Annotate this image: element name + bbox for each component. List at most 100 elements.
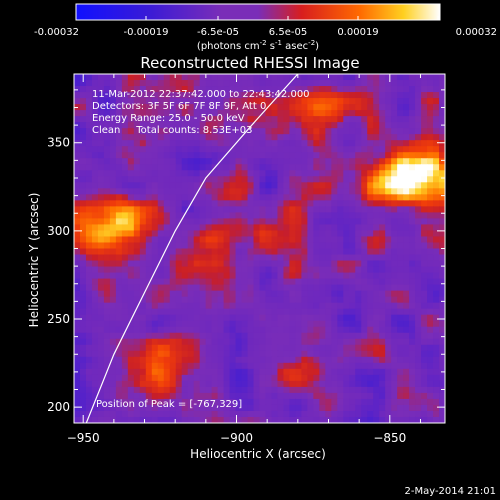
heatmap-cell xyxy=(403,230,410,238)
heatmap-cell xyxy=(91,260,99,268)
heatmap-cell xyxy=(361,404,368,412)
heatmap-cell xyxy=(367,200,374,207)
heatmap-cell xyxy=(391,170,398,177)
heatmap-cell xyxy=(409,320,416,328)
heatmap-cell xyxy=(289,134,296,141)
heatmap-cell xyxy=(223,368,231,376)
heatmap-cell xyxy=(241,302,249,310)
heatmap-cell xyxy=(283,86,291,93)
heatmap-cell xyxy=(271,86,279,93)
heatmap-cell xyxy=(151,344,159,352)
heatmap-cell xyxy=(265,80,273,87)
heatmap-cell xyxy=(109,314,117,322)
heatmap-cell xyxy=(337,164,344,171)
colorbar-tick-label: -6.5e-05 xyxy=(197,27,239,38)
heatmap-cell xyxy=(379,236,386,244)
heatmap-cell xyxy=(229,146,237,153)
heatmap-cell xyxy=(74,176,81,183)
heatmap-cell xyxy=(295,152,302,159)
heatmap-cell xyxy=(331,296,338,304)
heatmap-cell xyxy=(133,86,141,93)
heatmap-cell xyxy=(163,416,171,423)
heatmap-cell xyxy=(91,140,99,147)
heatmap-cell xyxy=(409,356,416,364)
heatmap-cell xyxy=(91,128,99,135)
heatmap-cell xyxy=(187,404,195,412)
heatmap-cell xyxy=(343,218,350,226)
heatmap-cell xyxy=(91,338,99,346)
heatmap-cell xyxy=(193,206,201,213)
heatmap-cell xyxy=(175,98,183,105)
heatmap-cell xyxy=(415,188,422,195)
heatmap-cell xyxy=(343,278,350,286)
heatmap-cell xyxy=(283,104,291,111)
heatmap-cell xyxy=(253,356,261,364)
heatmap-cell xyxy=(301,320,308,328)
heatmap-cell xyxy=(313,158,320,165)
heatmap-cell xyxy=(373,290,380,298)
heatmap-cell xyxy=(403,164,410,171)
heatmap-cell xyxy=(355,368,362,376)
heatmap-cell xyxy=(145,122,153,129)
heatmap-cell xyxy=(169,152,177,159)
heatmap-cell xyxy=(145,362,153,370)
heatmap-cell xyxy=(211,314,219,322)
heatmap-cell xyxy=(409,284,416,292)
heatmap-cell xyxy=(379,326,386,334)
heatmap-cell xyxy=(127,260,135,268)
heatmap-cell xyxy=(277,134,285,141)
heatmap-cell xyxy=(265,152,273,159)
heatmap-cell xyxy=(74,278,81,286)
info-line-energy: Energy Range: 25.0 - 50.0 keV xyxy=(92,113,245,124)
heatmap-cell xyxy=(373,188,380,195)
heatmap-cell xyxy=(205,86,213,93)
heatmap-cell xyxy=(79,230,87,238)
heatmap-cell xyxy=(319,338,326,346)
heatmap-cell xyxy=(133,266,141,274)
heatmap-cell xyxy=(175,374,183,382)
heatmap-cell xyxy=(163,242,171,250)
heatmap-cell xyxy=(349,278,356,286)
heatmap-cell xyxy=(193,332,201,340)
heatmap-cell xyxy=(109,320,117,328)
heatmap-cell xyxy=(409,374,416,382)
heatmap-cell xyxy=(331,392,338,400)
heatmap-cell xyxy=(259,314,267,322)
heatmap-cell xyxy=(193,164,201,171)
heatmap-cell xyxy=(277,92,285,99)
heatmap-cell xyxy=(313,326,320,334)
heatmap-cell xyxy=(235,380,243,388)
heatmap-cell xyxy=(151,260,159,268)
heatmap-cell xyxy=(79,140,87,147)
heatmap-cell xyxy=(235,356,243,364)
heatmap-cell xyxy=(103,320,111,328)
heatmap-cell xyxy=(193,242,201,250)
heatmap-cell xyxy=(217,404,225,412)
heatmap-cell xyxy=(295,290,302,298)
heatmap-cell xyxy=(403,344,410,352)
heatmap-cell xyxy=(397,362,404,370)
heatmap-cell xyxy=(259,368,267,376)
heatmap-cell xyxy=(343,152,350,159)
heatmap-cell xyxy=(121,248,129,256)
heatmap-cell xyxy=(139,86,147,93)
heatmap-cell xyxy=(169,158,177,165)
heatmap-cell xyxy=(74,344,81,352)
heatmap-cell xyxy=(379,92,386,99)
heatmap-cell xyxy=(409,122,416,129)
heatmap-cell xyxy=(163,194,171,201)
heatmap-cell xyxy=(271,206,279,213)
heatmap-cell xyxy=(139,242,147,250)
heatmap-cell xyxy=(439,200,445,207)
heatmap-cell xyxy=(211,290,219,298)
heatmap-cell xyxy=(265,278,273,286)
heatmap-cell xyxy=(235,80,243,87)
heatmap-cell xyxy=(127,332,135,340)
heatmap-cell xyxy=(271,416,279,423)
heatmap-cell xyxy=(169,416,177,423)
heatmap-cell xyxy=(421,86,428,93)
heatmap-cell xyxy=(115,80,123,87)
heatmap-cell xyxy=(301,374,308,382)
heatmap-cell xyxy=(217,326,225,334)
heatmap-cell xyxy=(109,380,117,388)
